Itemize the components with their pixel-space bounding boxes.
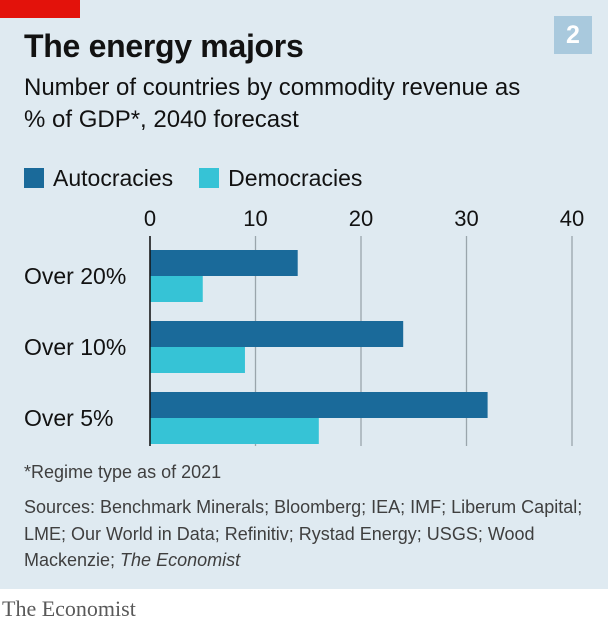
legend-label-autocracies: Autocracies bbox=[53, 164, 174, 191]
bar-chart-plot: 0 10 20 30 40 Over 20% Over 10% Over 5% bbox=[24, 206, 584, 446]
bar-autocracies-0 bbox=[150, 250, 298, 276]
category-label-0: Over 20% bbox=[24, 263, 126, 289]
chart-number-badge: 2 bbox=[554, 16, 592, 54]
legend-item-democracies: Democracies bbox=[199, 165, 362, 192]
bar-autocracies-2 bbox=[150, 392, 488, 418]
footnote: *Regime type as of 2021 bbox=[24, 462, 222, 482]
legend-swatch-democracies bbox=[199, 168, 220, 188]
brand-red-tag bbox=[0, 0, 80, 18]
x-tick-label-20: 20 bbox=[349, 206, 373, 231]
sources-publication: The Economist bbox=[120, 550, 241, 570]
bar-democracies-0 bbox=[150, 276, 203, 302]
chart-card: 2 The energy majors Number of countries … bbox=[0, 0, 608, 589]
x-tick-label-0: 0 bbox=[144, 206, 156, 231]
chart-subtitle: Number of countries by commodity revenue… bbox=[24, 74, 521, 133]
legend-label-democracies: Democracies bbox=[228, 164, 363, 191]
x-tick-label-40: 40 bbox=[560, 206, 584, 231]
category-label-2: Over 5% bbox=[24, 405, 113, 431]
x-tick-label-30: 30 bbox=[454, 206, 478, 231]
economist-wordmark: The Economist bbox=[2, 596, 136, 621]
bar-democracies-2 bbox=[150, 418, 319, 444]
sources-note: Sources: Benchmark Minerals; Bloomberg; … bbox=[24, 494, 584, 574]
category-label-1: Over 10% bbox=[24, 334, 126, 360]
legend-item-autocracies: Autocracies bbox=[24, 165, 173, 192]
sources-list: Sources: Benchmark Minerals; Bloomberg; … bbox=[24, 497, 583, 570]
legend: Autocracies Democracies bbox=[24, 163, 388, 193]
bar-democracies-1 bbox=[150, 347, 245, 373]
chart-title: The energy majors bbox=[24, 28, 304, 64]
bar-autocracies-1 bbox=[150, 321, 404, 347]
x-tick-label-10: 10 bbox=[243, 206, 267, 231]
legend-swatch-autocracies bbox=[24, 168, 44, 188]
